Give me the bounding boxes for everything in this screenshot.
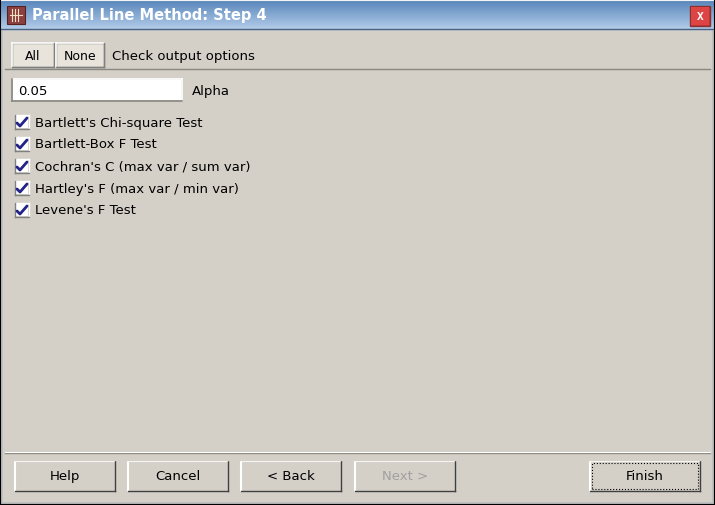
Bar bbox=[1, 13, 714, 14]
Bar bbox=[1, 27, 714, 28]
Bar bbox=[1, 24, 714, 25]
Bar bbox=[241, 461, 341, 491]
Text: Check output options: Check output options bbox=[112, 49, 255, 63]
Bar bbox=[1, 7, 714, 8]
Bar bbox=[590, 461, 700, 491]
Text: Help: Help bbox=[50, 470, 80, 483]
Bar bbox=[1, 6, 714, 7]
Bar bbox=[1, 23, 714, 24]
Bar bbox=[12, 44, 54, 68]
Bar bbox=[1, 26, 714, 27]
Bar bbox=[1, 22, 714, 23]
Bar bbox=[1, 3, 714, 4]
Bar bbox=[1, 28, 714, 29]
Bar bbox=[1, 11, 714, 12]
Text: Finish: Finish bbox=[626, 470, 664, 483]
Bar bbox=[1, 11, 714, 12]
Bar bbox=[1, 23, 714, 24]
Bar bbox=[13, 81, 181, 101]
Bar bbox=[355, 461, 455, 491]
Bar bbox=[1, 20, 714, 21]
Text: Cancel: Cancel bbox=[155, 470, 201, 483]
Bar bbox=[1, 16, 714, 17]
Bar bbox=[1, 0, 714, 1]
Bar bbox=[1, 26, 714, 27]
Bar bbox=[1, 14, 714, 15]
Bar bbox=[1, 4, 714, 5]
Bar bbox=[1, 25, 714, 26]
Bar bbox=[1, 22, 714, 23]
Bar bbox=[1, 12, 714, 13]
Text: Next >: Next > bbox=[382, 470, 428, 483]
Bar bbox=[128, 461, 228, 491]
Bar bbox=[592, 463, 698, 489]
Text: None: None bbox=[64, 49, 97, 63]
Bar bbox=[1, 10, 714, 11]
Text: Parallel Line Method: Step 4: Parallel Line Method: Step 4 bbox=[32, 8, 267, 22]
Bar bbox=[1, 21, 714, 22]
Bar bbox=[1, 2, 714, 3]
Text: Bartlett-Box F Test: Bartlett-Box F Test bbox=[35, 138, 157, 151]
Bar bbox=[1, 9, 714, 10]
Bar bbox=[1, 28, 714, 29]
Bar bbox=[1, 16, 714, 17]
Bar bbox=[1, 13, 714, 14]
Bar bbox=[1, 10, 714, 11]
Bar bbox=[1, 27, 714, 28]
Bar bbox=[1, 9, 714, 10]
Text: All: All bbox=[25, 49, 41, 63]
Bar bbox=[1, 14, 714, 15]
Bar bbox=[1, 5, 714, 6]
Text: 0.05: 0.05 bbox=[18, 84, 47, 97]
Bar bbox=[56, 44, 104, 68]
Bar bbox=[1, 6, 714, 7]
Bar bbox=[1, 2, 714, 3]
Bar bbox=[1, 21, 714, 22]
Bar bbox=[16, 183, 28, 194]
Bar bbox=[1, 24, 714, 25]
Text: Bartlett's Chi-square Test: Bartlett's Chi-square Test bbox=[35, 116, 202, 129]
Text: Levene's F Test: Levene's F Test bbox=[35, 204, 136, 217]
Bar bbox=[1, 4, 714, 5]
Bar bbox=[16, 117, 28, 129]
Bar bbox=[1, 1, 714, 2]
Bar bbox=[1, 8, 714, 9]
Bar bbox=[1, 17, 714, 18]
Bar bbox=[1, 17, 714, 18]
Bar bbox=[690, 7, 710, 27]
Bar bbox=[1, 15, 714, 16]
Bar bbox=[691, 8, 709, 26]
Bar bbox=[1, 12, 714, 13]
Bar bbox=[1, 5, 714, 6]
Bar bbox=[1, 18, 714, 19]
Text: < Back: < Back bbox=[267, 470, 315, 483]
Bar bbox=[16, 161, 28, 173]
Bar bbox=[1, 7, 714, 8]
Text: Hartley's F (max var / min var): Hartley's F (max var / min var) bbox=[35, 182, 239, 195]
Bar bbox=[1, 29, 714, 30]
Bar bbox=[1, 18, 714, 19]
Text: X: X bbox=[696, 12, 704, 22]
Bar bbox=[1, 3, 714, 4]
Bar bbox=[1, 15, 714, 16]
Text: Cochran's C (max var / sum var): Cochran's C (max var / sum var) bbox=[35, 160, 250, 173]
Bar bbox=[1, 19, 714, 20]
Bar bbox=[7, 7, 25, 25]
Bar bbox=[1, 1, 714, 2]
Bar bbox=[1, 19, 714, 20]
Bar bbox=[16, 205, 28, 217]
Text: Alpha: Alpha bbox=[192, 84, 230, 97]
Bar bbox=[1, 25, 714, 26]
Bar bbox=[16, 139, 28, 150]
Bar bbox=[1, 20, 714, 21]
Bar bbox=[15, 461, 115, 491]
Bar bbox=[1, 8, 714, 9]
